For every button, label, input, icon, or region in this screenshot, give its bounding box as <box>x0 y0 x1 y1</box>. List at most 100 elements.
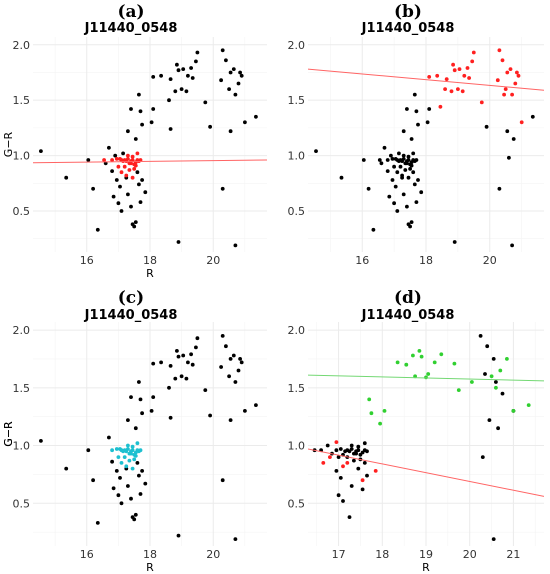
data-point <box>113 153 118 158</box>
data-point <box>195 336 200 341</box>
y-tick-label: 2.0 <box>288 324 306 337</box>
data-point <box>412 92 417 97</box>
data-point <box>194 59 198 64</box>
data-point <box>126 484 130 488</box>
data-point <box>495 78 500 83</box>
data-point <box>238 70 243 75</box>
data-point <box>129 161 133 166</box>
data-point <box>176 240 181 244</box>
data-point <box>151 107 156 111</box>
panel-2: (b)J11440_0548 16 18 20 0.5 1.0 1.5 2.0 <box>288 2 544 267</box>
data-point <box>424 375 428 380</box>
fit-line-red <box>308 448 544 497</box>
data-point <box>129 496 133 501</box>
x-tick-label: 16 <box>355 254 369 267</box>
data-point <box>114 447 119 451</box>
data-point <box>515 70 519 75</box>
data-point <box>86 448 91 453</box>
data-point <box>126 192 130 197</box>
data-point <box>186 360 190 365</box>
data-point <box>484 124 489 129</box>
data-point <box>371 227 376 232</box>
data-point <box>181 67 186 71</box>
data-point <box>184 376 189 381</box>
data-point <box>143 190 148 195</box>
data-point <box>412 182 417 187</box>
data-point <box>243 409 247 413</box>
data-point <box>129 107 133 111</box>
data-point <box>505 357 509 361</box>
data-point <box>126 447 130 451</box>
panel-3: (c)J11440_0548 16 18 20 0.5 1.0 1.5 2.0 R G−R <box>2 288 267 574</box>
x-axis-label: R <box>146 267 154 280</box>
data-point <box>227 87 232 91</box>
data-point <box>151 395 156 399</box>
data-point <box>338 447 343 451</box>
data-point <box>387 194 392 199</box>
data-point <box>189 352 194 357</box>
data-point <box>167 98 171 103</box>
data-point <box>119 209 124 213</box>
data-point <box>334 448 339 453</box>
x-tick-label: 18 <box>419 254 433 267</box>
y-tick-label: 1.0 <box>13 440 31 453</box>
data-point <box>91 186 95 191</box>
data-point <box>417 349 422 353</box>
y-tick-label: 1.5 <box>288 382 306 395</box>
data-point <box>184 89 189 94</box>
data-point <box>349 443 354 448</box>
series-green <box>367 349 531 426</box>
data-point <box>511 409 516 413</box>
data-point <box>126 157 130 161</box>
y-tick-label: 1.0 <box>288 150 306 163</box>
x-tick-label: 20 <box>206 254 220 267</box>
data-point <box>516 73 521 78</box>
data-point <box>416 122 420 127</box>
data-point <box>435 73 440 78</box>
data-point <box>378 421 382 426</box>
x-tick-label: 16 <box>80 548 94 561</box>
data-point <box>400 173 404 178</box>
data-point <box>408 167 412 171</box>
y-tick-label: 0.5 <box>13 205 31 218</box>
series-black <box>39 48 258 248</box>
data-point <box>478 334 483 338</box>
data-point <box>397 151 401 156</box>
data-point <box>367 397 372 402</box>
y-axis-label: G−R <box>2 131 15 157</box>
data-point <box>239 360 244 365</box>
data-point <box>190 76 195 80</box>
data-point <box>143 481 148 486</box>
data-point <box>176 533 181 538</box>
data-point <box>390 157 395 161</box>
data-point <box>175 62 179 67</box>
data-point <box>341 464 345 469</box>
data-point <box>491 537 496 541</box>
data-point <box>373 469 378 473</box>
data-point <box>116 493 121 498</box>
y-tick-label: 1.5 <box>288 94 306 107</box>
data-point <box>151 75 156 79</box>
data-point <box>110 448 114 453</box>
data-point <box>352 458 356 463</box>
data-point <box>451 62 455 67</box>
data-point <box>228 70 233 75</box>
data-point <box>427 75 432 79</box>
data-point <box>220 186 225 191</box>
data-point <box>126 443 130 448</box>
data-point <box>114 157 119 161</box>
data-point <box>122 455 127 459</box>
data-point <box>392 201 396 206</box>
data-point <box>365 449 369 454</box>
data-point <box>119 170 124 175</box>
x-tick-label: 18 <box>143 254 157 267</box>
x-tick-label: 20 <box>463 548 477 561</box>
data-point <box>462 73 467 78</box>
data-point <box>395 209 400 213</box>
data-point <box>411 151 416 156</box>
data-point <box>91 478 95 483</box>
data-point <box>132 224 137 229</box>
y-tick-label: 1.5 <box>13 382 31 395</box>
data-point <box>220 48 225 53</box>
